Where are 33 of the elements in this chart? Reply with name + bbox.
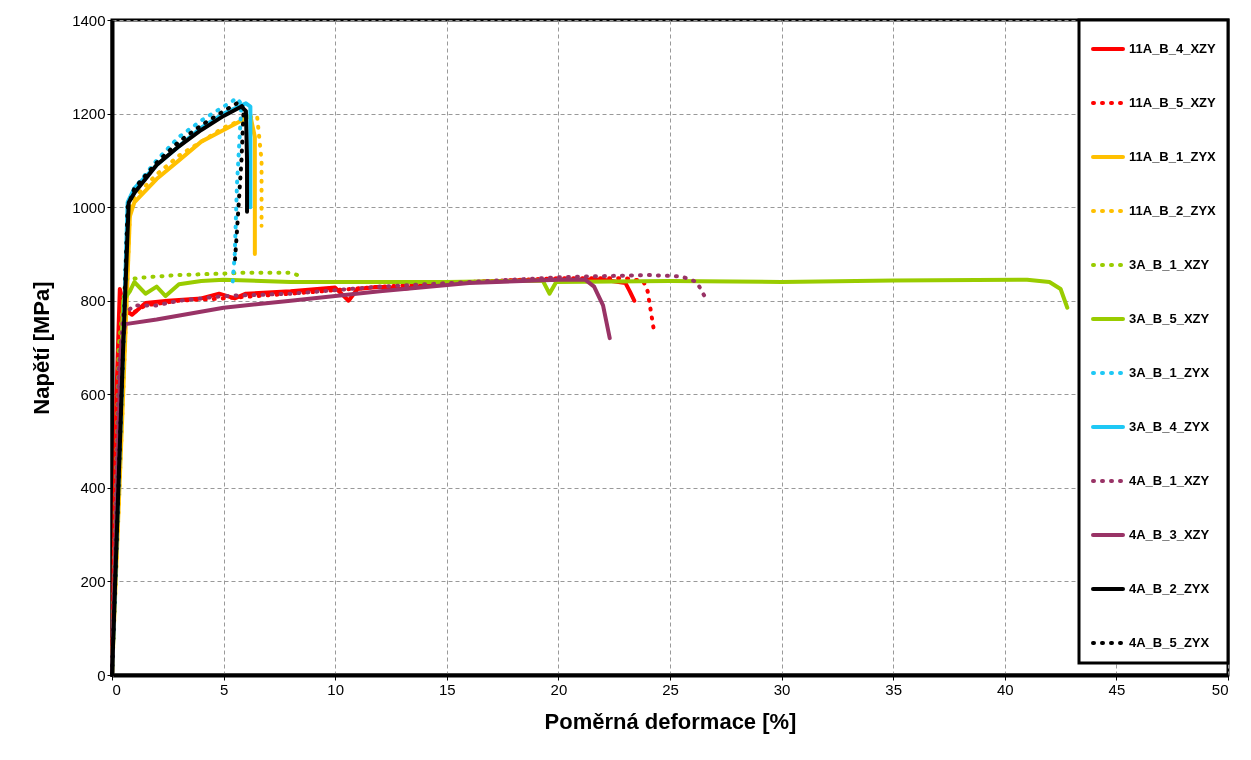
x-tick-label: 50 xyxy=(1211,680,1229,698)
y-tick-label: 400 xyxy=(80,479,106,497)
legend-label: 3A_B_1_ZYX xyxy=(1129,365,1210,380)
y-tick-label: 0 xyxy=(97,666,106,684)
legend-label: 4A_B_3_XZY xyxy=(1129,527,1210,542)
x-tick-label: 25 xyxy=(662,680,679,698)
x-tick-label: 0 xyxy=(112,680,121,698)
x-axis-title: Poměrná deformace [%] xyxy=(544,708,797,734)
y-tick-label: 1200 xyxy=(72,105,106,123)
y-tick-label: 800 xyxy=(80,292,106,310)
legend-label: 3A_B_5_XZY xyxy=(1129,311,1210,326)
y-tick-label: 1400 xyxy=(72,11,106,29)
legend-label: 4A_B_1_XZY xyxy=(1129,473,1210,488)
y-tick-label: 200 xyxy=(80,572,106,590)
legend-label: 11A_B_4_XZY xyxy=(1129,41,1217,56)
y-tick-label: 600 xyxy=(80,385,106,403)
y-axis-title: Napětí [MPa] xyxy=(29,281,55,415)
legend-label: 11A_B_2_ZYX xyxy=(1129,203,1217,218)
x-tick-label: 15 xyxy=(438,680,456,698)
x-tick-label: 35 xyxy=(885,680,903,698)
legend-label: 11A_B_1_ZYX xyxy=(1129,149,1217,164)
x-tick-label: 45 xyxy=(1108,680,1126,698)
x-tick-label: 5 xyxy=(219,680,229,698)
y-tick-label: 1000 xyxy=(72,198,106,216)
legend-label: 3A_B_1_XZY xyxy=(1129,257,1210,272)
x-tick-label: 40 xyxy=(996,680,1014,698)
legend-label: 4A_B_2_ZYX xyxy=(1129,581,1210,596)
x-tick-label: 30 xyxy=(773,680,791,698)
legend-label: 3A_B_4_ZYX xyxy=(1129,419,1210,434)
x-tick-label: 20 xyxy=(550,680,568,698)
legend-label: 11A_B_5_XZY xyxy=(1129,95,1217,110)
legend-label: 4A_B_5_ZYX xyxy=(1129,635,1210,650)
x-tick-label: 10 xyxy=(327,680,345,698)
